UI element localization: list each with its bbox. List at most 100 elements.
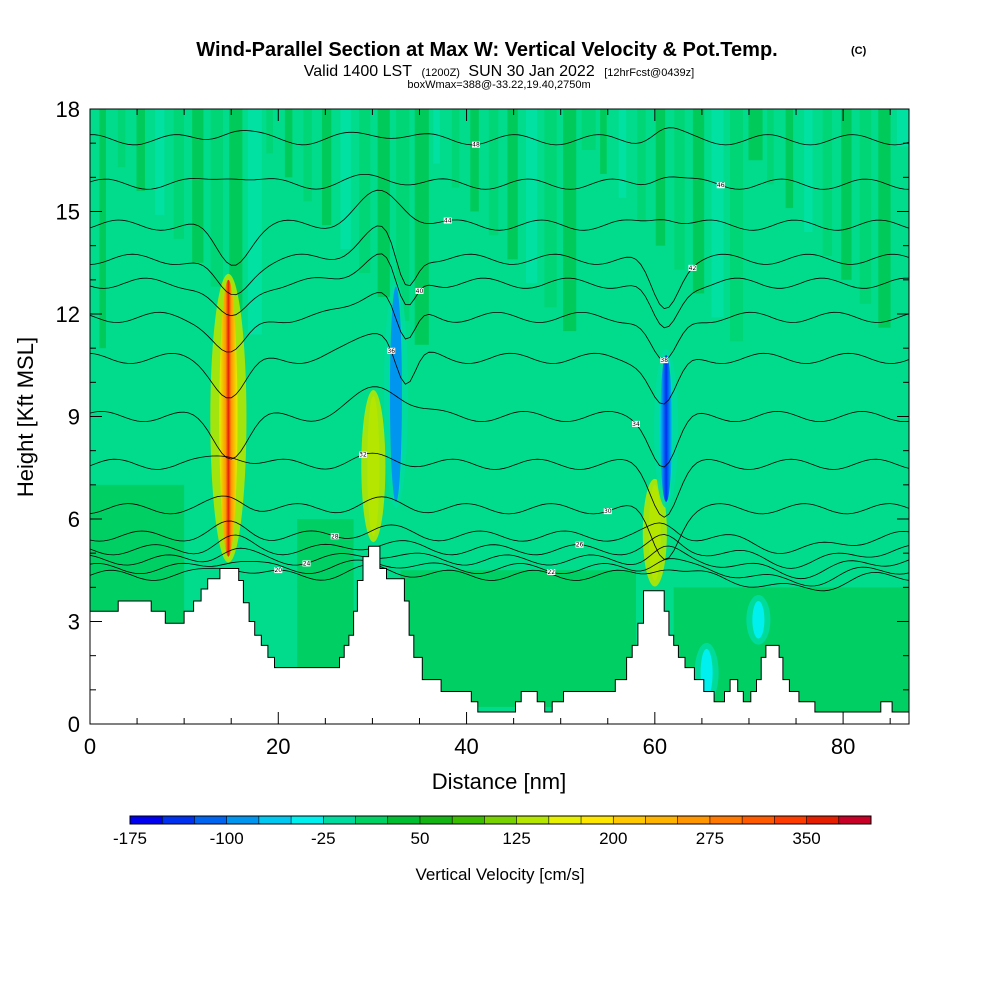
isentrope-label-bg: [716, 182, 725, 189]
subtitle-z: (1200Z): [421, 67, 460, 79]
colorbar-swatch: [806, 816, 840, 824]
isentrope-label: 30: [604, 508, 612, 515]
colorbar-swatch: [162, 816, 195, 824]
colorbar-swatch: [484, 816, 517, 824]
isentrope-line: [90, 520, 909, 554]
colorbar-tick-label: 275: [696, 829, 724, 848]
field-streak: [173, 109, 184, 239]
field-streak: [600, 109, 607, 174]
colorbar-swatch: [291, 816, 324, 824]
feature-core: [367, 396, 380, 537]
isentrope-line: [90, 127, 909, 146]
field-streak: [451, 109, 460, 188]
feature-core: [219, 279, 238, 557]
isentrope-label: 42: [689, 265, 697, 272]
field-streak: [563, 109, 577, 332]
isentrope-label: 24: [303, 560, 311, 567]
field-streak: [470, 109, 479, 212]
x-tick-label: 80: [831, 734, 855, 759]
isentrope-line: [90, 174, 909, 190]
terrain-mask: [90, 545, 909, 724]
colorbar-swatch: [194, 816, 227, 824]
colorbar: -175 -100 -25 50 125 200 275 350: [113, 815, 872, 848]
field-streak: [99, 109, 107, 349]
field-streak: [637, 109, 646, 222]
colorbar-swatch: [709, 816, 743, 824]
field-streak: [488, 109, 499, 236]
field-streak: [266, 109, 273, 154]
x-axis-label: Distance [nm]: [432, 769, 567, 794]
colorbar-swatch: [742, 816, 775, 824]
field-streak: [841, 109, 852, 280]
field-streak: [655, 109, 666, 246]
field-streak: [229, 109, 243, 311]
field-streak: [155, 109, 165, 215]
field-streak: [859, 109, 872, 304]
x-tick-label: 20: [266, 734, 290, 759]
x-tick-label: 60: [643, 734, 667, 759]
colorbar-swatch: [516, 816, 550, 824]
field-streak: [192, 109, 204, 263]
feature-core: [752, 601, 765, 639]
field-streak: [822, 109, 833, 256]
field-streak: [247, 109, 262, 335]
isentrope-label: 40: [416, 288, 424, 295]
colorbar-swatch: [419, 816, 453, 824]
colorbar-swatch: [677, 816, 711, 824]
field-streak: [414, 109, 429, 345]
colorbar-swatch: [258, 816, 292, 824]
updraft-core: [642, 478, 667, 587]
updraft-core: [210, 273, 247, 563]
isentrope-label-bg: [688, 264, 697, 271]
y-tick-label: 6: [68, 507, 80, 532]
isentrope-label: 34: [632, 421, 640, 428]
isentrope-label-bg: [603, 508, 612, 515]
colorbar-swatch: [548, 816, 582, 824]
colorbar-tick-label: 350: [792, 829, 820, 848]
isentrope-line: [90, 292, 909, 361]
field-streak: [581, 109, 596, 150]
field-streak: [136, 109, 145, 191]
field-streak: [210, 109, 223, 287]
feature-core: [648, 484, 661, 581]
colorbar-swatch: [613, 816, 646, 824]
isentrope-label: 26: [576, 542, 584, 549]
isentrope-line: [90, 386, 909, 468]
field-streak: [767, 109, 774, 185]
y-tick-label: 0: [68, 712, 80, 737]
y-axis-label: Height [Kft MSL]: [13, 337, 38, 497]
isentrope-label-bg: [660, 357, 669, 364]
isentrope-line: [90, 545, 909, 580]
subtitle-valid: Valid 1400 LST: [304, 63, 412, 80]
colorbar-swatch: [774, 816, 807, 824]
field-streak: [804, 109, 813, 232]
isentrope-label-bg: [415, 287, 424, 294]
isentrope-line: [90, 253, 909, 329]
copyright-mark: (C): [851, 45, 867, 57]
field-streak: [692, 109, 705, 294]
field-streak: [433, 109, 440, 164]
isentrope-label-bg: [547, 569, 556, 576]
isentrope-label-bg: [330, 533, 339, 540]
colorbar-tick-label: -175: [113, 829, 147, 848]
colorbar-swatch: [838, 816, 872, 824]
isentrope-line: [90, 452, 909, 518]
field-streak: [507, 109, 518, 260]
isentrope-line: [90, 534, 909, 569]
field-streak: [785, 109, 794, 209]
feature-core: [389, 286, 402, 502]
chart-subtitle: Valid 1400 LST (1200Z) SUN 30 Jan 2022 […: [304, 63, 694, 80]
colorbar-swatch: [130, 816, 163, 824]
isentrope-label-bg: [632, 420, 640, 427]
y-tick-label: 9: [68, 405, 80, 430]
colorbar-title: Vertical Velocity [cm/s]: [415, 865, 584, 884]
y-tick-label: 15: [56, 200, 80, 225]
isentrope-label: 32: [359, 452, 367, 459]
isentrope-line: [90, 558, 909, 587]
isentrope-label: 36: [387, 348, 395, 355]
y-tick-label: 12: [56, 302, 80, 327]
isentrope-label: 44: [444, 218, 452, 225]
colorbar-tick-label: -25: [311, 829, 336, 848]
plot-area: 20 22 24 26 28 30 32 34 36 38 40 42 44 46 48: [90, 109, 909, 724]
